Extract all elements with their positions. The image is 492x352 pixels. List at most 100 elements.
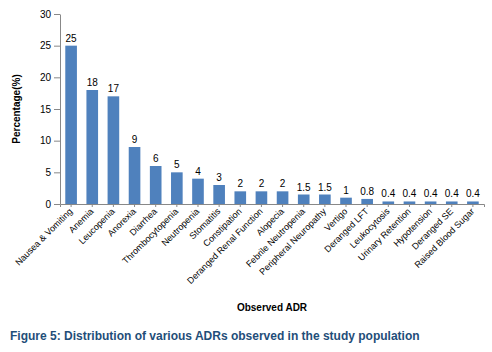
x-axis-title: Observed ADR bbox=[237, 302, 308, 313]
y-tick-label: 10 bbox=[40, 135, 52, 146]
y-tick: 25 bbox=[40, 40, 60, 51]
data-label: 0.4 bbox=[445, 188, 459, 199]
y-tick: 5 bbox=[45, 167, 60, 178]
data-label: 2 bbox=[280, 178, 286, 189]
data-label: 17 bbox=[108, 83, 120, 94]
data-label: 0.4 bbox=[403, 188, 417, 199]
bar bbox=[446, 201, 458, 204]
y-tick: 0 bbox=[45, 199, 60, 210]
x-tick-mark bbox=[240, 204, 241, 207]
bar bbox=[298, 195, 310, 205]
x-tick-mark bbox=[409, 204, 410, 207]
y-tick-label: 25 bbox=[40, 40, 52, 51]
x-tick-mark bbox=[176, 204, 177, 207]
bar bbox=[404, 201, 416, 204]
y-tick-mark bbox=[54, 14, 60, 15]
x-tick-mark bbox=[430, 204, 431, 207]
x-tick-mark bbox=[472, 204, 473, 207]
x-tick-label: Peripheral Neuropathy bbox=[257, 206, 328, 277]
y-tick: 20 bbox=[40, 72, 60, 83]
y-tick-mark bbox=[54, 109, 60, 110]
y-tick-mark bbox=[54, 46, 60, 47]
x-tick-label: Nausea & Vomiting bbox=[13, 206, 74, 267]
x-tick-mark bbox=[388, 204, 389, 207]
x-tick-mark bbox=[92, 204, 93, 207]
data-label: 2 bbox=[237, 178, 243, 189]
x-tick-mark bbox=[303, 204, 304, 207]
bar bbox=[150, 166, 162, 204]
bar bbox=[108, 96, 120, 204]
bar bbox=[65, 46, 77, 204]
y-tick-mark bbox=[54, 141, 60, 142]
x-tick-mark bbox=[346, 204, 347, 207]
x-axis: Nausea & VomitingAnemiaLeucopeniaAnorexi… bbox=[13, 204, 484, 286]
x-tick-mark bbox=[113, 204, 114, 207]
data-label: 1.5 bbox=[318, 182, 332, 193]
bar bbox=[213, 185, 225, 204]
bar bbox=[129, 147, 141, 204]
x-tick-label: Raised Blood Sugar bbox=[413, 206, 477, 270]
y-tick-mark bbox=[54, 77, 60, 78]
y-tick: 30 bbox=[40, 9, 60, 20]
bars bbox=[65, 46, 478, 204]
bar bbox=[86, 90, 98, 204]
chart: 051015202530Nausea & VomitingAnemiaLeuco… bbox=[0, 0, 492, 352]
bar bbox=[256, 191, 268, 204]
y-tick-label: 20 bbox=[40, 72, 52, 83]
bar bbox=[234, 191, 246, 204]
bar bbox=[277, 191, 289, 204]
x-tick-mark bbox=[155, 204, 156, 207]
bar bbox=[361, 199, 373, 204]
x-tick-mark bbox=[197, 204, 198, 207]
data-label: 5 bbox=[174, 159, 180, 170]
y-tick-label: 5 bbox=[45, 167, 51, 178]
data-label: 0.4 bbox=[424, 188, 438, 199]
data-label: 6 bbox=[153, 153, 159, 164]
bar bbox=[382, 201, 394, 204]
data-label: 1.5 bbox=[297, 182, 311, 193]
y-tick: 15 bbox=[40, 104, 60, 115]
x-tick: Peripheral Neuropathy bbox=[257, 204, 328, 277]
x-tick-mark bbox=[367, 204, 368, 207]
y-axis-line bbox=[60, 15, 61, 205]
x-axis-line bbox=[61, 205, 485, 208]
data-label: 25 bbox=[66, 33, 78, 44]
y-axis: 0 5 10 15 20 25 30 bbox=[40, 9, 61, 210]
x-tick-mark bbox=[71, 204, 72, 207]
data-label: 0.4 bbox=[381, 188, 395, 199]
bar bbox=[319, 195, 331, 205]
y-tick-mark bbox=[54, 172, 60, 173]
x-tick: Deranged Renal Function bbox=[185, 204, 265, 286]
title: Figure 5: Distribution of various ADRs o… bbox=[10, 329, 420, 343]
x-tick-mark bbox=[324, 204, 325, 207]
x-tick: Raised Blood Sugar bbox=[413, 204, 477, 270]
bar bbox=[192, 179, 204, 204]
x-tick-mark bbox=[282, 204, 283, 207]
bar bbox=[467, 201, 479, 204]
bar bbox=[425, 201, 437, 204]
y-tick: 10 bbox=[40, 135, 60, 146]
x-tick-mark bbox=[134, 204, 135, 207]
data-label: 4 bbox=[195, 166, 201, 177]
data-label: 2 bbox=[259, 178, 265, 189]
x-tick-mark bbox=[451, 204, 452, 207]
data-label: 1 bbox=[343, 185, 349, 196]
bar bbox=[340, 198, 352, 204]
data-label: 9 bbox=[132, 134, 138, 145]
data-label: 0.8 bbox=[360, 186, 374, 197]
y-tick-label: 0 bbox=[45, 199, 51, 210]
data-label: 3 bbox=[216, 172, 222, 183]
x-tick-label: Deranged Renal Function bbox=[185, 206, 265, 286]
x-tick-mark bbox=[261, 204, 262, 207]
y-tick-label: 30 bbox=[40, 9, 52, 20]
bar bbox=[171, 172, 183, 204]
y-axis-title: Percentage(%) bbox=[11, 74, 22, 143]
x-tick-mark bbox=[219, 204, 220, 207]
y-tick-mark bbox=[54, 204, 60, 205]
y-tick-label: 15 bbox=[40, 104, 52, 115]
plot: 051015202530Nausea & VomitingAnemiaLeuco… bbox=[13, 9, 484, 286]
x-tick: Nausea & Vomiting bbox=[13, 204, 74, 267]
data-label: 0.4 bbox=[466, 188, 480, 199]
data-labels: 25 18 17 9 6 5 4 3 2 2 2 1.5 1.5 1 0.8 0.4 0.4 0.4 0.4 0.4 bbox=[66, 33, 481, 200]
data-label: 18 bbox=[87, 77, 99, 88]
